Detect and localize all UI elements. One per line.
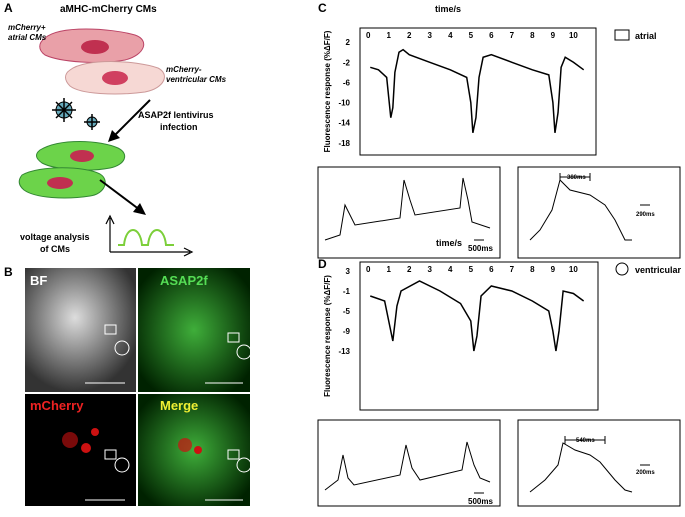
x-tick-label: 9 xyxy=(551,31,556,40)
chart-title: time/s xyxy=(436,238,462,248)
x-tick-label: 1 xyxy=(387,31,392,40)
legend-marker xyxy=(614,29,630,41)
asap-image xyxy=(138,268,250,392)
label: voltage analysis xyxy=(20,232,90,242)
red-signal xyxy=(62,428,202,454)
x-tick-label: 4 xyxy=(448,265,453,274)
y-tick-label: -13 xyxy=(338,347,350,356)
legend-marker xyxy=(615,262,629,276)
x-tick-label: 6 xyxy=(489,265,494,274)
label: of CMs xyxy=(40,244,70,254)
span-label: 380ms xyxy=(567,175,586,181)
x-tick-label: 10 xyxy=(569,31,578,40)
x-tick-label: 0 xyxy=(366,31,371,40)
arrow xyxy=(111,99,151,139)
image-label: Merge xyxy=(160,398,198,413)
label: mCherry+ xyxy=(8,23,46,32)
y-axis-label: Fluorescence response (%ΔF/F) xyxy=(323,30,332,152)
image-label: ASAP2f xyxy=(160,273,208,288)
x-tick-label: 8 xyxy=(530,31,535,40)
label: mCherry- xyxy=(166,65,202,74)
y-tick-label: -5 xyxy=(343,307,351,316)
x-tick-label: 7 xyxy=(510,265,515,274)
scale-label: 500ms xyxy=(468,244,493,253)
legend-label: ventricular xyxy=(635,265,682,275)
scale-label: 200ms xyxy=(636,470,655,476)
x-tick-label: 4 xyxy=(448,31,453,40)
wave xyxy=(118,229,174,246)
nucleus xyxy=(47,177,73,189)
x-tick-label: 3 xyxy=(428,31,433,40)
x-tick-label: 6 xyxy=(489,31,494,40)
x-tick-label: 5 xyxy=(469,31,474,40)
arrow xyxy=(99,179,141,211)
label: infection xyxy=(160,122,198,132)
y-axis-label: Fluorescence response (%ΔF/F) xyxy=(323,275,332,397)
panel-letter: D xyxy=(318,257,327,271)
axes xyxy=(105,214,194,257)
x-tick-label: 9 xyxy=(551,265,556,274)
y-tick-label: -1 xyxy=(343,287,351,296)
nucleus xyxy=(81,40,109,54)
trace xyxy=(370,280,585,352)
span-label: 540ms xyxy=(576,438,595,444)
panel-title: aMHC-mCherry CMs xyxy=(60,4,157,15)
x-tick-label: 5 xyxy=(469,265,474,274)
y-tick-label: -10 xyxy=(338,99,350,108)
panel-letter: B xyxy=(4,265,13,279)
label: ASAP2f lentivirus xyxy=(138,110,214,120)
image-label: BF xyxy=(30,273,47,288)
y-tick-label: -2 xyxy=(343,58,351,67)
y-tick-label: 3 xyxy=(346,267,351,276)
x-tick-label: 8 xyxy=(530,265,535,274)
nucleus xyxy=(70,150,94,162)
roi xyxy=(85,324,252,501)
x-tick-label: 1 xyxy=(386,265,391,274)
plot-frame xyxy=(359,261,599,411)
label: ventricular CMs xyxy=(166,75,227,84)
trace xyxy=(370,48,585,133)
x-tick-label: 3 xyxy=(428,265,433,274)
y-tick-label: -6 xyxy=(343,78,351,87)
legend-label: atrial xyxy=(635,31,657,41)
y-tick-label: -9 xyxy=(343,327,351,336)
panel-letter: A xyxy=(4,1,13,15)
x-tick-label: 2 xyxy=(407,265,412,274)
sub-panels xyxy=(317,166,681,507)
x-tick-label: 0 xyxy=(366,265,371,274)
panel-letter: C xyxy=(318,1,327,15)
virus xyxy=(52,98,100,130)
y-tick-label: -18 xyxy=(338,139,350,148)
mcherry-image xyxy=(25,394,136,506)
plot-frame xyxy=(359,27,597,156)
scale-label: 500ms xyxy=(468,497,493,506)
y-tick-label: -14 xyxy=(338,119,350,128)
image-label: mCherry xyxy=(30,398,84,413)
nucleus xyxy=(102,71,128,85)
x-tick-label: 2 xyxy=(407,31,412,40)
chart-title: time/s xyxy=(435,4,461,14)
label: atrial CMs xyxy=(8,33,47,42)
x-tick-label: 10 xyxy=(569,265,578,274)
arrow-head xyxy=(133,203,146,215)
y-tick-label: 2 xyxy=(346,38,351,47)
scale-label: 290ms xyxy=(636,212,655,218)
x-tick-label: 7 xyxy=(510,31,515,40)
bf-image xyxy=(25,268,136,392)
arrow-head xyxy=(108,130,120,142)
